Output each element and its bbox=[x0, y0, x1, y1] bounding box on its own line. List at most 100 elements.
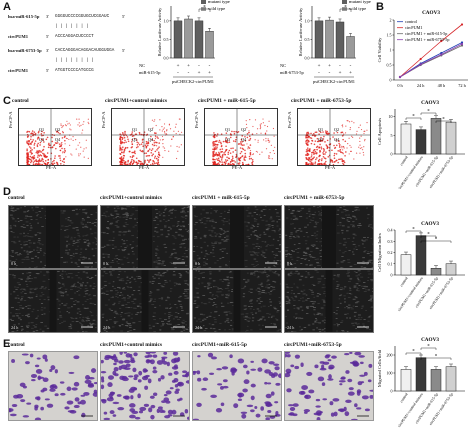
cell-speck bbox=[276, 260, 279, 261]
event-dot bbox=[60, 123, 62, 125]
cell-speck bbox=[11, 216, 14, 218]
cell-speck bbox=[253, 266, 256, 268]
cell-speck bbox=[314, 235, 317, 237]
event-dot bbox=[64, 135, 66, 138]
stained-cell bbox=[237, 358, 245, 364]
cell-speck bbox=[185, 324, 188, 326]
event-dot bbox=[239, 156, 242, 159]
event-dot bbox=[31, 132, 34, 135]
event-dot bbox=[139, 149, 142, 152]
cell-speck bbox=[67, 235, 70, 237]
stained-cell bbox=[42, 377, 49, 383]
stained-cell bbox=[113, 362, 117, 366]
cell-speck bbox=[292, 298, 294, 300]
cell-speck bbox=[251, 215, 254, 217]
cell-speck bbox=[268, 209, 271, 211]
cell-speck bbox=[164, 251, 168, 253]
stained-cell bbox=[233, 403, 239, 409]
event-dot bbox=[33, 147, 36, 149]
cell-speck bbox=[225, 320, 229, 322]
cell-speck bbox=[211, 324, 215, 326]
event-dot bbox=[335, 153, 338, 155]
cell-speck bbox=[293, 244, 296, 246]
cell-speck bbox=[306, 247, 310, 249]
cell-speck bbox=[224, 279, 228, 281]
cell-speck bbox=[339, 289, 343, 291]
cell-speck bbox=[258, 237, 261, 238]
stained-cell bbox=[101, 399, 107, 404]
cell-speck bbox=[89, 311, 92, 312]
cell-speck bbox=[265, 220, 268, 222]
cell-speck bbox=[274, 231, 276, 233]
cell-speck bbox=[16, 208, 20, 210]
cell-speck bbox=[14, 209, 17, 211]
cell-speck bbox=[367, 317, 371, 318]
event-dot bbox=[219, 148, 222, 151]
data-point bbox=[419, 63, 422, 66]
cell-speck bbox=[22, 288, 26, 290]
cell-speck bbox=[74, 286, 77, 288]
event-dot bbox=[125, 163, 128, 165]
cell-speck bbox=[184, 298, 187, 299]
event-dot bbox=[308, 149, 310, 152]
event-dot bbox=[148, 161, 150, 163]
cell-speck bbox=[131, 250, 134, 252]
stained-cell bbox=[306, 371, 313, 376]
cell-speck bbox=[115, 293, 119, 295]
event-dot bbox=[226, 159, 229, 162]
cell-speck bbox=[271, 271, 274, 273]
cell-speck bbox=[265, 286, 268, 288]
cell-speck bbox=[275, 255, 279, 256]
cell-speck bbox=[154, 306, 157, 308]
cell-speck bbox=[222, 248, 226, 250]
event-dot bbox=[212, 152, 214, 154]
cell-speck bbox=[342, 260, 346, 262]
cell-speck bbox=[164, 281, 168, 283]
cell-speck bbox=[224, 279, 228, 281]
cell-speck bbox=[336, 323, 339, 325]
event-dot bbox=[53, 134, 56, 137]
cell-speck bbox=[13, 277, 16, 279]
cell-speck bbox=[20, 278, 23, 280]
y-tick-label: 0 bbox=[391, 152, 393, 157]
cell-speck bbox=[127, 206, 131, 207]
cell-speck bbox=[81, 219, 85, 221]
cell-speck bbox=[138, 276, 141, 277]
cell-speck bbox=[57, 318, 59, 320]
event-dot bbox=[31, 141, 33, 143]
event-dot bbox=[171, 138, 173, 140]
cell-speck bbox=[296, 307, 300, 309]
cell-speck bbox=[44, 265, 47, 266]
cell-speck bbox=[254, 235, 258, 236]
cell-speck bbox=[289, 237, 292, 239]
cell-speck bbox=[162, 324, 164, 326]
cell-speck bbox=[31, 322, 34, 323]
cell-speck bbox=[113, 316, 116, 318]
cell-speck bbox=[278, 297, 281, 298]
event-dot bbox=[120, 157, 123, 159]
time-label: 24 h bbox=[11, 325, 19, 330]
cell-speck bbox=[11, 231, 14, 233]
event-dot bbox=[347, 143, 349, 145]
event-dot bbox=[327, 155, 330, 158]
cell-speck bbox=[363, 236, 366, 238]
cell-speck bbox=[182, 328, 186, 329]
stained-cell bbox=[207, 352, 214, 358]
cell-speck bbox=[101, 215, 104, 216]
event-dot bbox=[147, 141, 150, 143]
event-dot bbox=[241, 147, 244, 150]
event-dot bbox=[177, 150, 179, 152]
axis-label-percp: PerCP-A bbox=[287, 111, 292, 128]
event-dot bbox=[36, 156, 39, 158]
cell-speck bbox=[119, 259, 123, 261]
cell-speck bbox=[307, 272, 310, 274]
stained-cell bbox=[91, 368, 97, 374]
cell-speck bbox=[164, 313, 167, 315]
cell-speck bbox=[295, 296, 298, 298]
cell-speck bbox=[333, 312, 336, 313]
cell-speck bbox=[93, 222, 97, 223]
cell-speck bbox=[251, 224, 254, 226]
stained-cell bbox=[250, 368, 257, 371]
cell-speck bbox=[21, 307, 25, 308]
cell-speck bbox=[346, 317, 348, 319]
